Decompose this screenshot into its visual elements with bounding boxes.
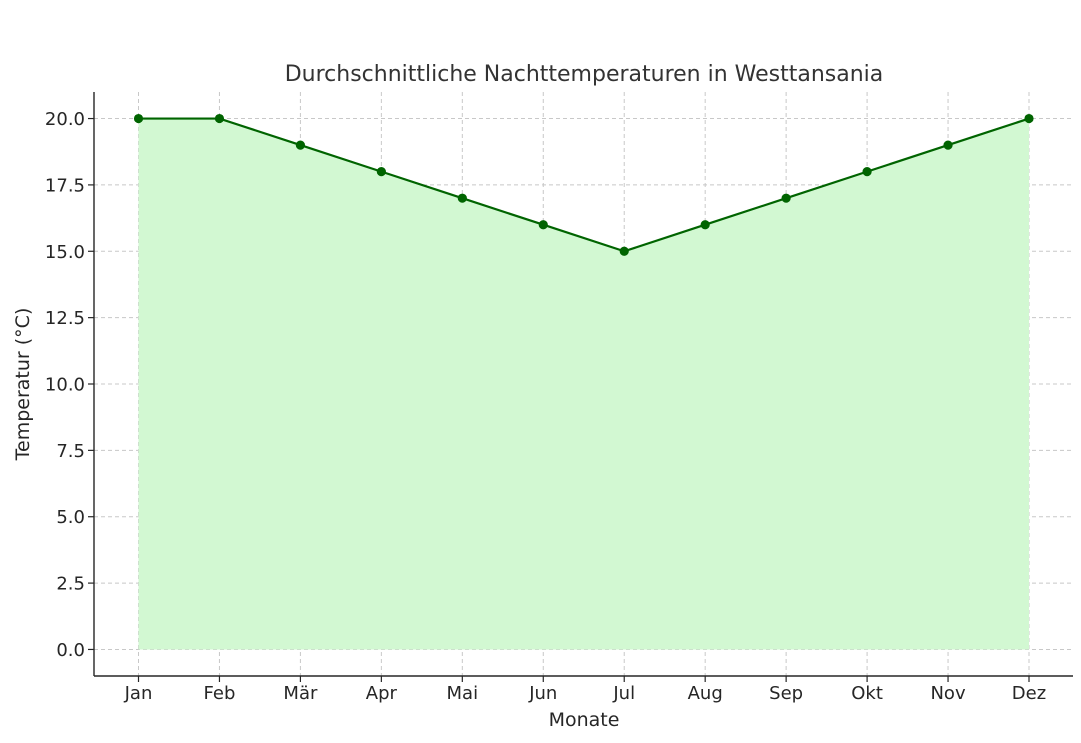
- y-tick-label: 20.0: [45, 109, 85, 130]
- data-point: [700, 220, 710, 230]
- x-tick-label: Jan: [124, 683, 153, 704]
- y-tick-label: 0.0: [56, 640, 85, 661]
- x-tick-label: Jul: [612, 683, 635, 704]
- y-tick-label: 5.0: [56, 507, 85, 528]
- x-tick-label: Mai: [447, 683, 479, 704]
- data-point: [457, 193, 467, 203]
- x-tick-labels: Jan Feb Mär Apr Mai Jun Jul Aug Sep Okt Nov Dez: [124, 683, 1047, 704]
- data-markers: [133, 113, 1034, 256]
- y-tick-label: 2.5: [56, 574, 85, 595]
- x-tick-label: Dez: [1012, 683, 1046, 704]
- y-tick-label: 10.0: [45, 375, 85, 396]
- axes: [88, 92, 1073, 682]
- y-tick-label: 17.5: [45, 175, 85, 196]
- x-tick-label: Okt: [851, 683, 883, 704]
- data-point: [781, 193, 791, 203]
- chart-title: Durchschnittliche Nachttemperaturen in W…: [285, 62, 884, 87]
- data-point: [862, 167, 872, 177]
- x-tick-label: Mär: [283, 683, 318, 704]
- x-tick-label: Aug: [688, 683, 723, 704]
- x-tick-label: Feb: [204, 683, 236, 704]
- x-tick-label: Sep: [769, 683, 803, 704]
- y-tick-label: 15.0: [45, 242, 85, 263]
- data-point: [214, 113, 225, 124]
- data-point: [295, 140, 306, 150]
- data-point: [133, 113, 144, 124]
- y-tick-label: 7.5: [56, 441, 85, 462]
- x-axis-label: Monate: [549, 709, 620, 731]
- data-point: [376, 167, 386, 177]
- data-point: [619, 246, 629, 256]
- data-point: [538, 220, 548, 230]
- data-point: [943, 140, 953, 150]
- series-line: [138, 117, 1030, 253]
- y-axis-label: Temperatur (°C): [12, 308, 34, 462]
- x-tick-label: Apr: [366, 683, 398, 704]
- x-tick-label: Nov: [930, 683, 965, 704]
- area-fill: [138, 118, 1029, 650]
- y-tick-label: 12.5: [45, 308, 85, 329]
- data-point: [1024, 113, 1034, 124]
- y-tick-labels: 0.0 2.5 5.0 7.5 10.0 12.5 15.0 17.5 20.0: [45, 109, 85, 661]
- x-tick-label: Jun: [528, 683, 557, 704]
